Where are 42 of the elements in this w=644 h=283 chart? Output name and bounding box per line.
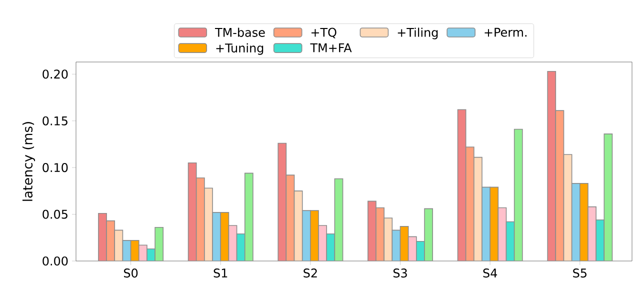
y-tick-label: 0.00 (42, 256, 68, 266)
bar (408, 236, 416, 261)
x-tick-label: S2 (304, 268, 317, 278)
x-tick-label: S1 (214, 268, 228, 278)
bar (220, 212, 230, 261)
bar (506, 221, 515, 261)
bar (286, 174, 295, 261)
bar (596, 219, 605, 261)
bar (490, 186, 499, 261)
bar (294, 190, 303, 261)
bar (604, 134, 613, 261)
bar (114, 230, 124, 261)
legend-label: +Perm. (484, 28, 526, 37)
bar (400, 226, 408, 261)
bar (334, 178, 344, 261)
bar (228, 225, 238, 261)
y-tick-label: 0.10 (42, 163, 68, 172)
x-tick-label: S5 (573, 268, 586, 278)
y-tick-label: 0.05 (42, 210, 68, 219)
bar (278, 142, 287, 261)
y-axis-title: latency (ms) (22, 122, 36, 201)
bar (563, 154, 572, 261)
bar (465, 146, 474, 261)
y-tick-label: 0.20 (42, 70, 68, 79)
x-tick-label: S4 (483, 268, 498, 278)
bar (555, 110, 564, 261)
bar (571, 183, 580, 261)
bar (514, 128, 523, 261)
legend-label: TM-base (214, 28, 265, 37)
bar (188, 162, 197, 261)
bar (392, 230, 400, 261)
x-tick-label: S0 (124, 268, 138, 278)
bar (547, 70, 556, 261)
legend-label: TM+FA (310, 43, 352, 52)
bar (457, 109, 466, 261)
legend-label: +Tiling (398, 28, 438, 40)
legend-label: +TQ (312, 28, 336, 38)
x-tick-label: S3 (393, 268, 407, 278)
bar (498, 207, 507, 261)
bar (384, 218, 392, 261)
legend-label: +Tuning (216, 43, 264, 55)
y-tick-label: 0.15 (42, 116, 68, 126)
